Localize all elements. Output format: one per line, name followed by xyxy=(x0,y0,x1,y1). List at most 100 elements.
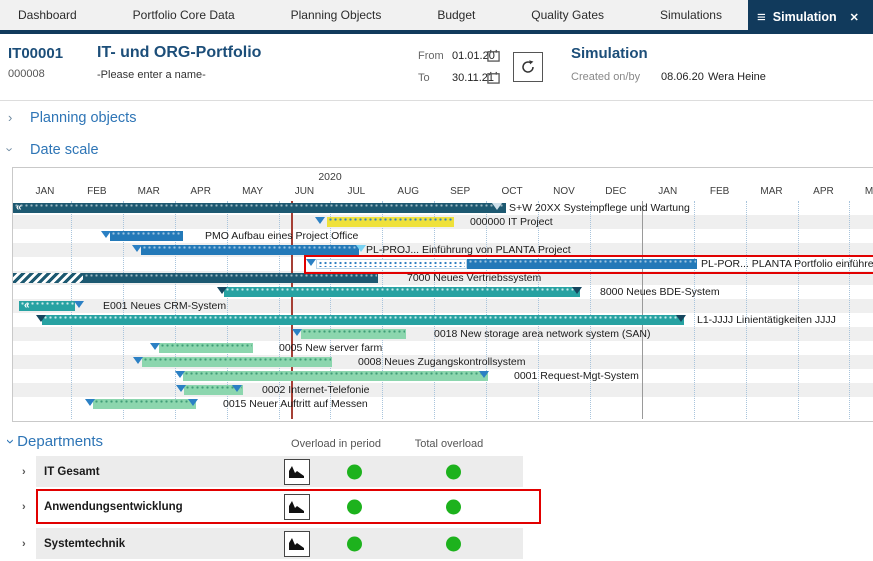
histogram-chart-button[interactable] xyxy=(284,493,310,520)
section-planning-objects[interactable]: › Planning objects xyxy=(8,110,136,126)
from-date-field[interactable]: 01.01.20 xyxy=(452,50,495,62)
section-date-scale-label: Date scale xyxy=(30,142,99,158)
histogram-icon xyxy=(289,501,304,513)
portfolio-id: IT00001 xyxy=(8,45,64,62)
gantt-row-stripe xyxy=(13,229,873,243)
gantt-bar[interactable] xyxy=(19,301,75,311)
created-date: 08.06.20 xyxy=(661,71,704,83)
gantt-bar[interactable] xyxy=(159,343,253,353)
gantt-row-stripe xyxy=(13,383,873,397)
gantt-bar[interactable] xyxy=(184,385,243,395)
gantt-bar[interactable] xyxy=(224,287,580,297)
gantt-bar-label: 0008 Neues Zugangskontrollsystem xyxy=(358,356,526,368)
month-gridline xyxy=(745,201,747,419)
month-label: MAY xyxy=(242,186,264,197)
milestone-icon xyxy=(36,315,46,322)
status-dot-total-overload xyxy=(446,499,461,514)
status-dot-overload-in-period xyxy=(347,536,362,551)
chevron-right-icon[interactable]: › xyxy=(22,465,26,478)
portfolio-name: IT- und ORG-Portfolio xyxy=(97,44,262,61)
histogram-icon xyxy=(289,466,304,478)
gantt-bar[interactable] xyxy=(467,259,697,269)
status-dot-total-overload xyxy=(446,464,461,479)
gantt-bar-label: 0015 Neuer Auftritt auf Messen xyxy=(223,398,368,410)
milestone-icon xyxy=(175,371,185,378)
month-label: APR xyxy=(813,186,834,197)
gantt-bar[interactable] xyxy=(13,203,506,213)
nav-item-simulations[interactable]: Simulations xyxy=(659,8,722,22)
gantt-bar-label: E001 Neues CRM-System xyxy=(103,300,227,312)
month-gridline xyxy=(849,201,851,419)
milestone-icon xyxy=(217,287,227,294)
nav-items: Dashboard Portfolio Core Data Planning Obj… xyxy=(0,0,740,30)
month-label: FEB xyxy=(87,186,107,197)
month-label: APR xyxy=(190,186,211,197)
created-by: Wera Heine xyxy=(708,71,766,83)
chevron-right-icon[interactable]: › xyxy=(22,500,26,513)
month-label: DEC xyxy=(605,186,627,197)
section-date-scale[interactable]: › Date scale xyxy=(2,142,99,158)
month-label: JAN xyxy=(35,186,55,197)
nav-item-budget[interactable]: Budget xyxy=(437,8,476,22)
month-label: MAR xyxy=(760,186,783,197)
highlight-box xyxy=(304,255,873,274)
to-date-field[interactable]: 30.11.21 xyxy=(452,72,495,84)
gantt-bar[interactable] xyxy=(316,259,467,269)
hamburger-icon: ≡ xyxy=(757,8,766,26)
gantt-bar-label: L1-JJJJ Linientätigkeiten JJJJ xyxy=(697,314,836,326)
milestone-icon xyxy=(132,245,142,252)
nav-item-dashboard[interactable]: Dashboard xyxy=(18,8,77,22)
gantt-bar[interactable] xyxy=(327,217,454,227)
gantt-row-stripe xyxy=(13,341,873,355)
gantt-bar-label: PL-POR... PLANTA Portfolio einführen xyxy=(701,258,873,270)
gantt-body: « S+W 20XX Systempflege und Wartung 000000… xyxy=(13,201,873,421)
close-icon[interactable]: ✕ xyxy=(849,11,859,24)
refresh-icon xyxy=(522,60,534,73)
tab-simulation[interactable]: ≡ Simulation ✕ xyxy=(748,0,873,34)
gantt-bar[interactable] xyxy=(83,273,378,283)
histogram-chart-button[interactable] xyxy=(284,530,310,557)
nav-item-portfolio-core-data[interactable]: Portfolio Core Data xyxy=(132,8,235,22)
milestone-icon xyxy=(74,301,84,308)
month-gridline xyxy=(382,201,384,419)
month-label: OCT xyxy=(501,186,523,197)
histogram-chart-button[interactable] xyxy=(284,458,310,485)
status-dot-total-overload xyxy=(446,536,461,551)
gantt-bar-label: 7000 Neues Vertriebssystem xyxy=(407,272,542,284)
simulation-title: Simulation xyxy=(571,45,648,62)
gantt-bar[interactable] xyxy=(141,245,359,255)
month-label: AUG xyxy=(397,186,420,197)
milestone-icon xyxy=(356,245,366,252)
to-label: To xyxy=(418,72,430,84)
gantt-bar[interactable] xyxy=(142,357,332,367)
section-planning-objects-label: Planning objects xyxy=(30,110,137,126)
portfolio-name-placeholder[interactable]: -Please enter a name- xyxy=(97,69,206,81)
nav-item-quality-gates[interactable]: Quality Gates xyxy=(531,8,604,22)
chevron-down-icon: › xyxy=(2,147,18,152)
section-departments[interactable]: › Departments xyxy=(2,433,103,450)
gantt-bar[interactable] xyxy=(93,399,196,409)
calendar-icon[interactable] xyxy=(487,49,500,62)
refresh-button[interactable] xyxy=(513,52,543,82)
department-row: › Systemtechnik xyxy=(0,528,873,559)
gantt-bar-label: 8000 Neues BDE-System xyxy=(600,286,720,298)
department-row: › IT Gesamt xyxy=(0,456,873,487)
gantt-row-stripe xyxy=(13,327,873,341)
gantt-bar-label: PL-PROJ... Einführung von PLANTA Project xyxy=(366,244,571,256)
gantt-bar-label: PMO Aufbau eines Project Office xyxy=(205,230,359,242)
calendar-icon[interactable] xyxy=(487,71,500,84)
month-gridline xyxy=(226,201,228,419)
milestone-icon xyxy=(133,357,143,364)
nav-item-planning-objects[interactable]: Planning Objects xyxy=(290,8,382,22)
gantt-bar[interactable] xyxy=(301,329,406,339)
gantt-bar[interactable] xyxy=(42,315,684,325)
gantt-row-stripe xyxy=(13,299,873,313)
gantt-bar[interactable] xyxy=(183,371,488,381)
department-row: › Anwendungsentwicklung xyxy=(0,489,873,524)
milestone-icon xyxy=(572,287,582,294)
gantt-bar[interactable] xyxy=(110,231,183,241)
chevron-right-icon[interactable]: › xyxy=(22,537,26,550)
gantt-bar-label: 000000 IT Project xyxy=(470,216,553,228)
created-label: Created on/by xyxy=(571,71,641,83)
gantt-bar[interactable] xyxy=(13,273,83,283)
